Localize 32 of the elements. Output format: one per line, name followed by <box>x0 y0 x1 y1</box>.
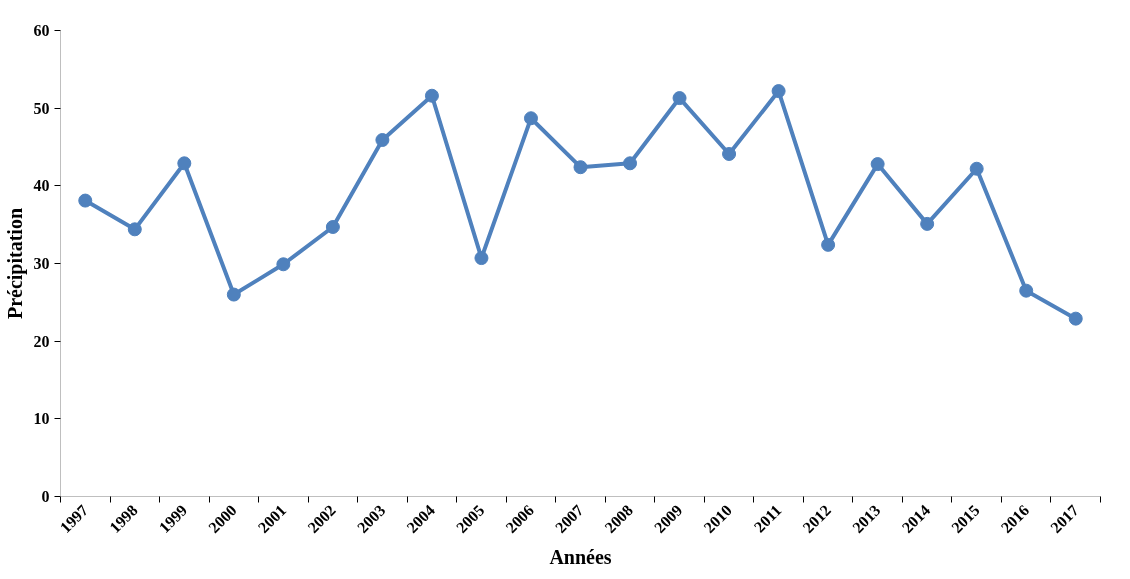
x-tick-label: 2001 <box>254 501 290 537</box>
point <box>325 220 340 234</box>
point <box>870 157 885 172</box>
y-tick-label: 20 <box>33 332 50 350</box>
y-tick-label: 30 <box>33 255 50 272</box>
point <box>523 111 538 126</box>
y-tick-label: 50 <box>33 99 50 117</box>
point <box>226 287 241 302</box>
y-tick-label: 60 <box>33 22 50 39</box>
y-tick-label: 40 <box>33 177 50 195</box>
point <box>920 216 935 231</box>
y-tick-label: 0 <box>41 488 50 505</box>
point <box>127 222 142 237</box>
point <box>78 193 93 208</box>
point <box>821 237 836 252</box>
point <box>1019 283 1034 298</box>
point <box>474 251 489 266</box>
point <box>424 88 439 103</box>
x-tick-label: 2011 <box>750 501 785 536</box>
x-axis-title: Années <box>549 545 612 568</box>
point <box>375 133 390 147</box>
point <box>623 156 638 171</box>
y-tick-label: 10 <box>33 410 50 428</box>
point <box>771 84 786 99</box>
point <box>177 156 192 171</box>
point <box>672 91 687 106</box>
point <box>722 147 737 161</box>
point <box>573 160 588 175</box>
point <box>969 161 984 176</box>
y-axis-title: Précipitation <box>3 207 27 320</box>
point <box>276 257 291 272</box>
point <box>1068 311 1083 326</box>
